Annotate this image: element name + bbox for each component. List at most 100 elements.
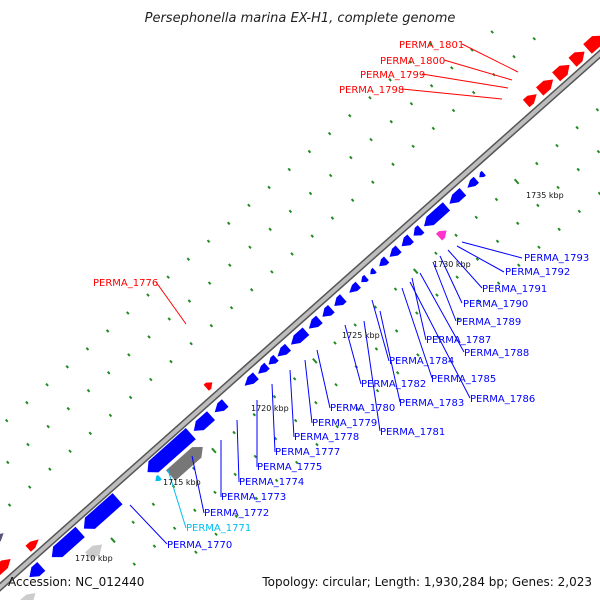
leader-line-6 xyxy=(456,245,505,273)
gene-feature-blue-3 xyxy=(193,411,215,431)
gene-label-perma-1793[interactable]: PERMA_1793 xyxy=(524,253,589,264)
ring-tick xyxy=(496,281,501,285)
gene-label-perma-1785[interactable]: PERMA_1785 xyxy=(431,374,496,385)
genome-backbone xyxy=(0,49,600,592)
kbp-tick-labels: 1710 kbp 1715 kbp 1720 kbp 1725 kbp 1730… xyxy=(75,191,564,563)
gene-feature-lightgray xyxy=(85,544,103,561)
gene-label-perma-1777[interactable]: PERMA_1777 xyxy=(275,447,340,458)
ring-tick xyxy=(475,257,480,262)
ring-tick xyxy=(577,209,582,214)
ring-tick xyxy=(290,252,294,256)
ring-tick xyxy=(412,268,419,275)
ring-tick xyxy=(513,178,520,185)
ring-tick xyxy=(308,191,313,196)
ring-tick xyxy=(248,245,252,250)
gene-label-perma-1770[interactable]: PERMA_1770 xyxy=(167,540,232,551)
ring-tick xyxy=(408,60,413,64)
gene-feature-blue-19 xyxy=(413,225,425,236)
ring-tick xyxy=(254,496,259,501)
ring-tick xyxy=(371,180,375,185)
ring-tick xyxy=(131,520,135,525)
ring-tick xyxy=(167,317,171,321)
ring-tick xyxy=(270,270,274,274)
tick-label-1720: 1720 kbp xyxy=(251,404,289,413)
ring-tick xyxy=(292,376,297,381)
gene-feature-red-small xyxy=(25,539,39,552)
ring-tick xyxy=(391,162,395,167)
ring-tick xyxy=(25,400,29,405)
gene-label-perma-1778[interactable]: PERMA_1778 xyxy=(294,432,359,443)
ring-tick xyxy=(169,359,173,364)
gene-label-perma-1774[interactable]: PERMA_1774 xyxy=(239,477,304,488)
gene-label-perma-1799[interactable]: PERMA_1799 xyxy=(360,70,425,81)
ring-tick xyxy=(209,323,214,328)
leader-line-20 xyxy=(289,369,295,438)
gene-feature-blue-7 xyxy=(268,354,279,365)
gene-label-perma-1781[interactable]: PERMA_1781 xyxy=(380,427,445,438)
gene-label-perma-1792[interactable]: PERMA_1792 xyxy=(505,267,570,278)
tick-label-1710: 1710 kbp xyxy=(75,554,113,563)
ring-tick xyxy=(353,323,357,327)
gene-label-perma-1784[interactable]: PERMA_1784 xyxy=(389,356,454,367)
gene-label-perma-1789[interactable]: PERMA_1789 xyxy=(456,317,521,328)
gene-feature-blue-8 xyxy=(277,343,291,357)
ring-tick xyxy=(126,311,130,315)
gene-label-perma-1775[interactable]: PERMA_1775 xyxy=(257,462,322,473)
gene-label-perma-1787[interactable]: PERMA_1787 xyxy=(426,335,491,346)
gene-label-perma-1773[interactable]: PERMA_1773 xyxy=(221,492,286,503)
gene-feature-blue-1 xyxy=(83,493,123,529)
gene-label-perma-1791[interactable]: PERMA_1791 xyxy=(482,284,547,295)
leader-line-4 xyxy=(155,281,187,325)
ring-tick xyxy=(434,251,438,256)
gene-label-perma-1772[interactable]: PERMA_1772 xyxy=(204,508,269,519)
gene-feature-blue-10 xyxy=(308,315,323,329)
ring-tick xyxy=(415,311,419,315)
leader-line-25 xyxy=(191,455,205,514)
leader-line-26 xyxy=(167,469,187,529)
ring-tick xyxy=(517,263,521,267)
ring-tick xyxy=(389,119,393,124)
ring-tick xyxy=(596,149,600,154)
leader-line-0 xyxy=(461,43,519,73)
ring-tick xyxy=(268,227,272,232)
ring-tick xyxy=(211,447,217,454)
gene-label-perma-1776[interactable]: PERMA_1776 xyxy=(93,278,158,289)
ring-tick xyxy=(474,215,479,220)
ring-tick xyxy=(172,526,177,531)
gene-label-perma-1779[interactable]: PERMA_1779 xyxy=(312,418,377,429)
ring-tick xyxy=(206,239,211,244)
ring-tick xyxy=(307,149,312,154)
ring-tick xyxy=(213,490,217,495)
ring-tick xyxy=(494,197,499,202)
ring-tick xyxy=(274,478,279,483)
gene-label-perma-1801[interactable]: PERMA_1801 xyxy=(399,40,464,51)
leader-line-16 xyxy=(379,310,401,403)
gene-label-perma-1790[interactable]: PERMA_1790 xyxy=(463,299,528,310)
gene-label-perma-1782[interactable]: PERMA_1782 xyxy=(361,379,426,390)
ring-tick xyxy=(476,299,481,303)
gene-label-perma-1798[interactable]: PERMA_1798 xyxy=(339,85,404,96)
gene-label-perma-1771[interactable]: PERMA_1771 xyxy=(186,523,251,534)
ring-tick xyxy=(515,221,520,226)
ring-tick xyxy=(48,467,52,471)
gene-label-perma-1783[interactable]: PERMA_1783 xyxy=(399,398,464,409)
ring-tick xyxy=(68,449,72,454)
gene-label-perma-1788[interactable]: PERMA_1788 xyxy=(464,348,529,359)
gene-label-perma-1800[interactable]: PERMA_1800 xyxy=(380,56,445,67)
ring-tick xyxy=(595,107,600,112)
ring-tick xyxy=(46,424,50,429)
ring-tick xyxy=(6,460,10,465)
ring-tick xyxy=(328,173,333,178)
ring-tick xyxy=(127,353,131,357)
ring-tick xyxy=(293,418,298,423)
ring-tick xyxy=(409,101,414,106)
ring-tick xyxy=(537,245,541,250)
gene-label-perma-1786[interactable]: PERMA_1786 xyxy=(470,394,535,405)
leader-line-1 xyxy=(443,59,513,81)
gene-feature-blue-9 xyxy=(291,327,310,345)
leader-line-11 xyxy=(419,272,465,353)
accession-text: Accession: NC_012440 xyxy=(8,575,144,589)
gene-label-perma-1780[interactable]: PERMA_1780 xyxy=(330,403,395,414)
ring-tick xyxy=(249,288,254,292)
